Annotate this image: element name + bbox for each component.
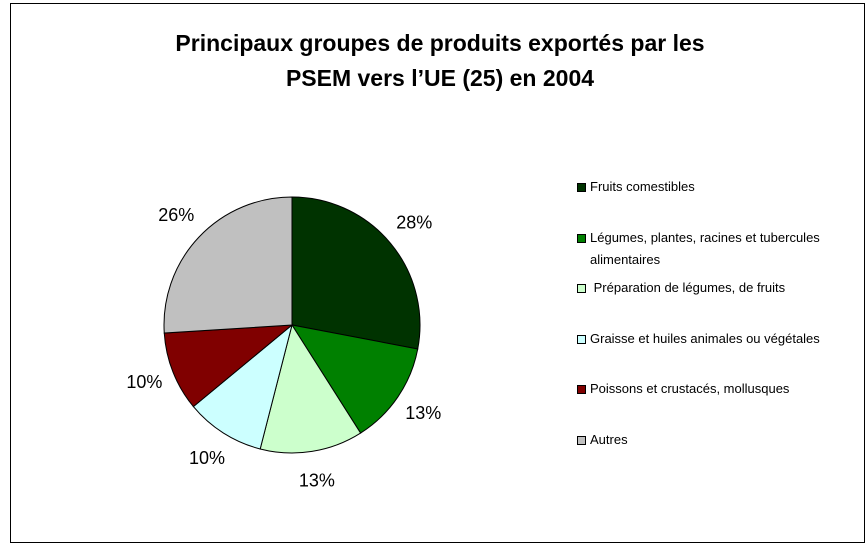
data-label: 10% bbox=[189, 448, 225, 468]
pie-slice bbox=[192, 323, 293, 450]
legend-item: Poissons et crustacés, mollusques bbox=[577, 378, 862, 400]
legend-swatch bbox=[577, 233, 586, 243]
data-label: 28% bbox=[396, 213, 432, 233]
data-label: 10% bbox=[126, 372, 162, 392]
legend-label: Légumes, plantes, racines et tubercules … bbox=[590, 229, 824, 267]
legend-item: Autres bbox=[577, 429, 862, 451]
data-label: 26% bbox=[158, 205, 194, 225]
data-label: 13% bbox=[405, 403, 441, 423]
legend-swatch bbox=[577, 334, 586, 344]
legend-item: Préparation de légumes, de fruits bbox=[577, 277, 862, 299]
legend-item: Légumes, plantes, racines et tubercules … bbox=[577, 227, 862, 271]
legend-item: Graisse et huiles animales ou végétales bbox=[577, 328, 862, 350]
pie-slice bbox=[291, 196, 421, 350]
pie-slice bbox=[259, 323, 362, 454]
data-label: 13% bbox=[299, 471, 335, 491]
legend-swatch bbox=[577, 183, 586, 192]
legend-label: Poissons et crustacés, mollusques bbox=[590, 381, 790, 397]
legend-swatch bbox=[577, 284, 586, 294]
legend-label: Graisse et huiles animales ou végétales bbox=[590, 330, 820, 346]
pie-slice bbox=[163, 196, 293, 334]
legend-swatch bbox=[577, 436, 586, 445]
legend-label: Préparation de légumes, de fruits bbox=[590, 280, 786, 296]
legend-item: Fruits comestibles bbox=[577, 176, 862, 198]
pie-slice bbox=[290, 324, 419, 434]
legend-label: Autres bbox=[590, 432, 628, 447]
legend-label: Fruits comestibles bbox=[590, 179, 695, 194]
chart-title: Principaux groupes de produits exportés … bbox=[175, 30, 705, 91]
legend-swatch bbox=[577, 385, 586, 395]
pie-slice bbox=[163, 324, 294, 408]
